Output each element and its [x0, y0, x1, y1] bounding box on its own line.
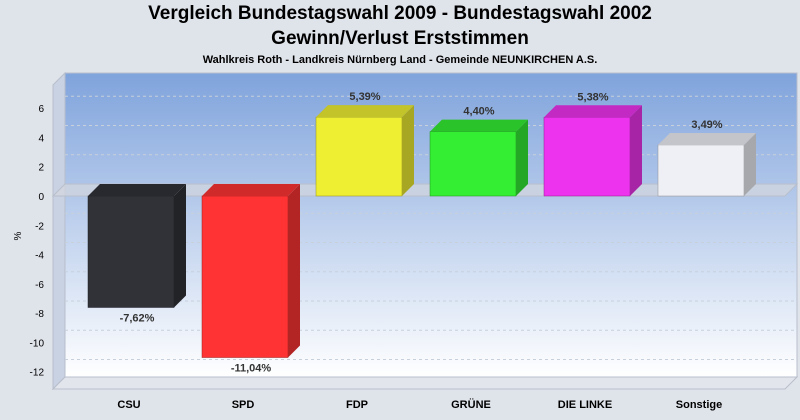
y-axis-label: % — [13, 231, 24, 240]
bar-top — [88, 184, 186, 196]
data-label: 4,40% — [463, 106, 494, 118]
x-tick-label: GRÜNE — [451, 398, 491, 411]
x-tick-label: CSU — [117, 399, 140, 411]
bar-side — [174, 184, 186, 308]
y-tick-label: 6 — [38, 104, 44, 115]
chart-subtitle: Wahlkreis Roth - Landkreis Nürnberg Land… — [202, 54, 598, 66]
bar-fdp — [315, 116, 403, 197]
bar-top — [430, 119, 528, 132]
y-tick-label: -4 — [35, 251, 44, 262]
bar-die-linke — [543, 117, 631, 197]
x-tick-label: SPD — [232, 399, 255, 411]
y-tick-label: 0 — [38, 192, 44, 203]
x-tick-label: DIE LINKE — [558, 399, 612, 411]
bar-side — [516, 119, 528, 196]
data-label: 5,38% — [577, 91, 608, 103]
bar-top — [316, 105, 414, 118]
y-tick-label: 4 — [38, 133, 44, 144]
y-tick-label: -12 — [30, 368, 45, 379]
data-label: -11,04% — [231, 363, 272, 375]
bar-top — [202, 184, 300, 196]
x-tick-label: Sonstige — [676, 399, 722, 411]
bar-sonstige — [657, 144, 745, 197]
chart-title-line1: Vergleich Bundestagswahl 2009 - Bundesta… — [148, 3, 652, 24]
bar-top — [658, 132, 756, 145]
y-tick-label: -2 — [35, 221, 44, 232]
bar-spd — [201, 195, 289, 358]
data-label: -7,62% — [120, 312, 155, 324]
bar-top — [544, 105, 642, 118]
y-tick-label: 2 — [38, 163, 44, 174]
y-tick-label: -8 — [35, 309, 44, 320]
plot-left-wall — [52, 71, 66, 391]
bar-grüne — [429, 131, 517, 197]
bar-side — [630, 105, 642, 196]
chart-title-line2: Gewinn/Verlust Erststimmen — [271, 28, 529, 49]
plot-floor — [51, 376, 799, 390]
data-label: 3,49% — [691, 119, 722, 131]
bar-side — [744, 132, 756, 196]
data-label: 5,39% — [349, 91, 380, 103]
x-tick-label: FDP — [346, 399, 368, 411]
y-tick-label: -6 — [35, 280, 44, 291]
bar-side — [402, 105, 414, 196]
bar-side — [288, 184, 300, 358]
y-tick-label: -10 — [30, 338, 45, 349]
bar-csu — [87, 195, 175, 308]
